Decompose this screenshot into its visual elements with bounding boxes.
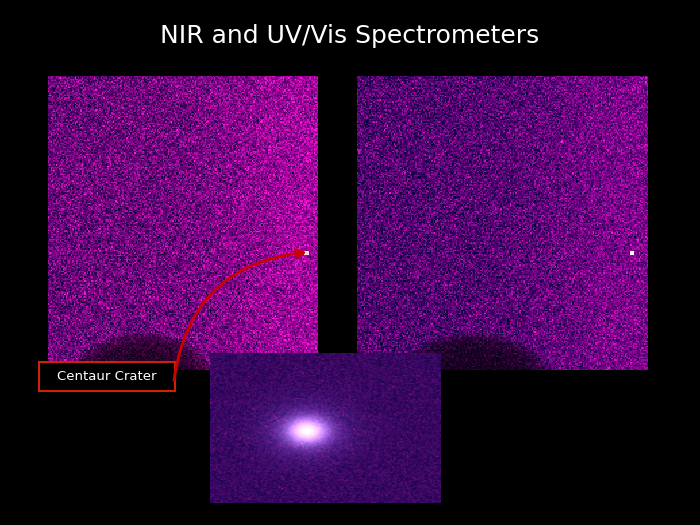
Text: Centaur Crater: Centaur Crater	[57, 370, 157, 383]
Text: NIR and UV/Vis Spectrometers: NIR and UV/Vis Spectrometers	[160, 24, 540, 48]
